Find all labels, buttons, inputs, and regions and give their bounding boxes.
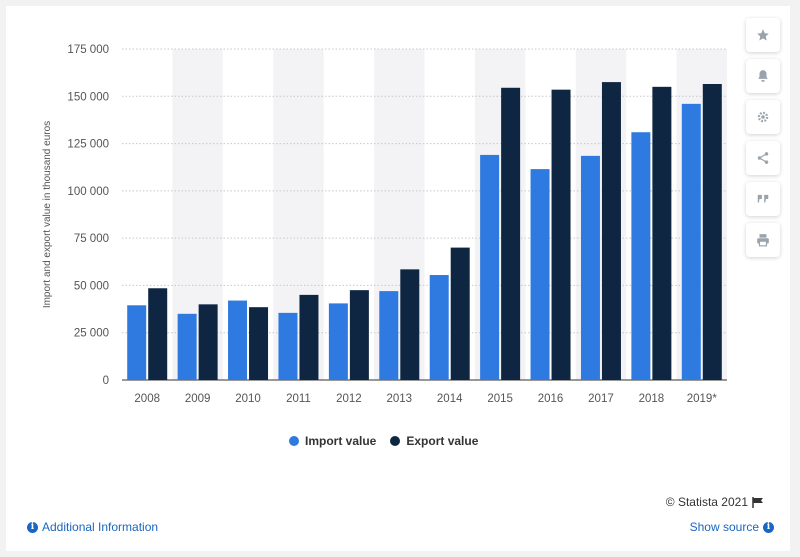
legend-item-import[interactable]: Import value (289, 434, 376, 448)
x-tick-label: 2017 (588, 393, 614, 405)
statista-credit[interactable]: © Statista 2021 (666, 495, 764, 509)
cite-button[interactable] (746, 182, 780, 216)
y-tick-label: 150 000 (67, 91, 109, 103)
y-tick-label: 75 000 (74, 233, 109, 245)
share-button[interactable] (746, 141, 780, 175)
x-tick-label: 2015 (487, 393, 513, 405)
info-icon: i (763, 521, 774, 533)
bar-export (198, 304, 218, 380)
x-tick-label: 2011 (286, 393, 311, 405)
bell-icon (758, 70, 768, 82)
show-source-link[interactable]: Show source i (690, 520, 774, 534)
bar-import (580, 155, 600, 380)
bar-export (400, 269, 420, 380)
bar-import (429, 275, 449, 380)
bar-export (249, 307, 269, 380)
bar-import (278, 312, 298, 380)
x-tick-label: 2012 (336, 393, 362, 405)
x-tick-label: 2014 (437, 393, 463, 405)
bar-export (299, 294, 319, 380)
bar-import (681, 103, 701, 380)
legend: Import value Export value (289, 434, 478, 448)
x-tick-label: 2019* (687, 393, 718, 405)
bar-export (601, 82, 621, 380)
x-tick-label: 2013 (386, 393, 412, 405)
info-icon: i (27, 521, 38, 533)
y-axis-title: Import and export value in thousand euro… (42, 121, 53, 308)
y-tick-label: 25 000 (74, 328, 109, 340)
bar-export (652, 86, 672, 380)
y-tick-label: 100 000 (67, 186, 109, 198)
additional-information-link[interactable]: i Additional Information (27, 520, 158, 534)
bar-import (328, 303, 348, 380)
bar-export (702, 83, 722, 381)
notification-button[interactable] (746, 59, 780, 93)
bar-export (148, 288, 168, 380)
settings-button[interactable] (746, 100, 780, 134)
chart: 0 25 000 50 000 75 000 100 000 125 000 150 000… (42, 44, 727, 405)
y-tick-label: 125 000 (67, 139, 109, 151)
print-icon (757, 234, 769, 247)
bar-import (228, 300, 248, 380)
bar-export (551, 89, 571, 380)
bar-import (631, 132, 651, 380)
additional-information-label: Additional Information (42, 520, 159, 534)
show-source-label: Show source (689, 520, 759, 534)
credit-text: © Statista 2021 (665, 495, 748, 509)
x-tick-label: 2010 (235, 393, 261, 405)
bar-import (530, 169, 550, 380)
gear-icon (757, 111, 769, 123)
x-tick-label: 2016 (538, 393, 564, 405)
y-tick-label: 175 000 (67, 44, 109, 56)
y-tick-label: 50 000 (74, 280, 109, 292)
bar-export (501, 87, 521, 380)
print-button[interactable] (746, 223, 780, 257)
bar-import (480, 154, 500, 380)
x-tick-label: 2009 (185, 393, 211, 405)
star-icon (757, 29, 769, 41)
flag-icon (752, 496, 763, 508)
bar-import (177, 313, 197, 380)
legend-label-export: Export value (406, 434, 479, 448)
share-icon (757, 152, 769, 164)
bar-import (127, 305, 147, 380)
bar-export (450, 247, 470, 380)
toolbar (746, 18, 780, 257)
y-tick-label: 0 (103, 375, 109, 387)
legend-item-export[interactable]: Export value (390, 434, 478, 448)
legend-label-import: Import value (305, 434, 377, 448)
legend-marker-export (390, 436, 401, 446)
x-tick-label: 2018 (639, 393, 665, 405)
legend-marker-import (289, 436, 299, 446)
bar-import (379, 291, 399, 380)
favorite-button[interactable] (746, 18, 780, 52)
bar-export (349, 290, 369, 380)
chart-card: 0 25 000 50 000 75 000 100 000 125 000 150 000… (6, 6, 790, 551)
quote-icon (757, 194, 769, 203)
x-tick-label: 2008 (134, 393, 160, 405)
